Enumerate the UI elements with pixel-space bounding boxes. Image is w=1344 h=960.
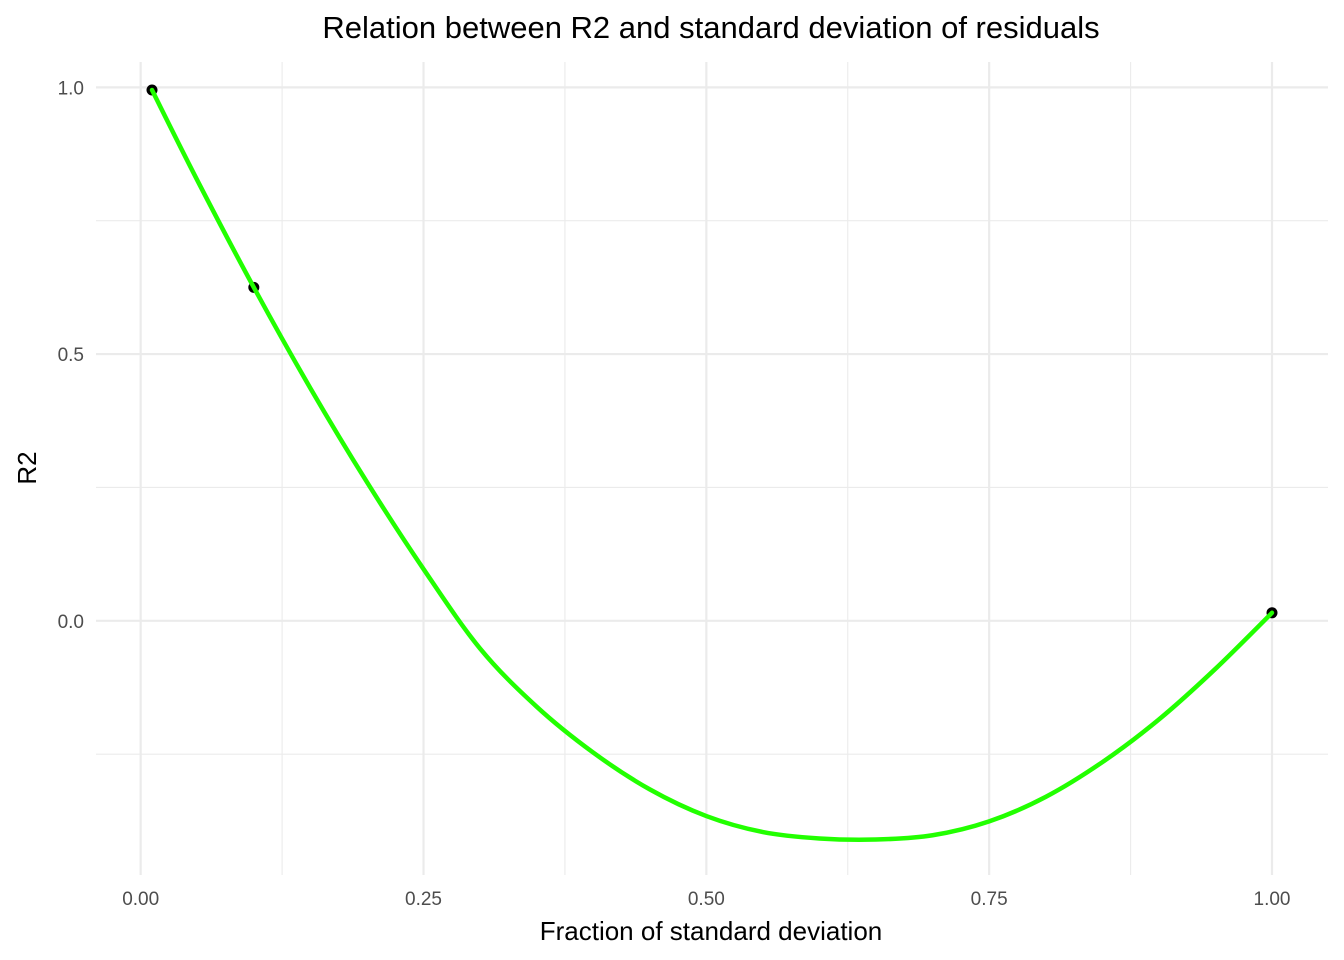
y-axis-title: R2 <box>12 451 42 484</box>
series-layer <box>146 84 1278 843</box>
x-tick-label-2: 0.50 <box>688 889 725 910</box>
x-tick-label-4: 1.00 <box>1254 889 1291 910</box>
x-axis-title: Fraction of standard deviation <box>540 916 883 946</box>
y-tick-label-1: 0.5 <box>58 345 84 366</box>
axis-layer: 0.00 0.25 0.50 0.75 1.00 0.0 0.5 1.0 <box>58 78 1291 910</box>
x-tick-label-1: 0.25 <box>405 889 442 910</box>
y-tick-label-0: 0.0 <box>58 612 84 633</box>
x-tick-label-0: 0.00 <box>122 889 159 910</box>
fitted-curve-line <box>149 87 1275 843</box>
grid-layer <box>96 62 1328 875</box>
x-tick-label-3: 0.75 <box>971 889 1008 910</box>
y-tick-label-2: 1.0 <box>58 78 84 99</box>
chart-title: Relation between R2 and standard deviati… <box>322 10 1099 45</box>
